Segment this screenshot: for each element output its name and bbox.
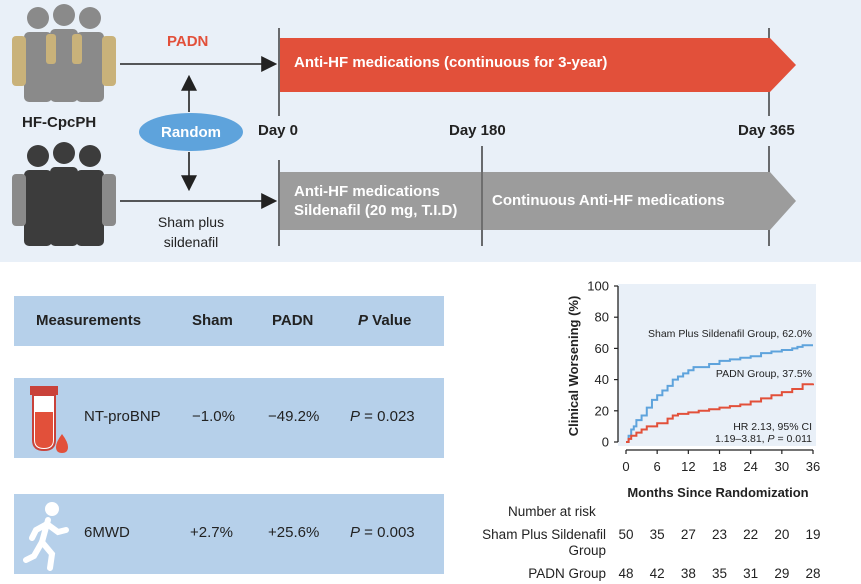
sham-treatment-arrow [280, 172, 796, 230]
sham-arm-label-line1: Sham plus [157, 214, 225, 230]
risk-value-padn: 28 [805, 566, 821, 581]
sham-phase1-line2: Sildenafil (20 mg, T.I.D) [294, 202, 458, 219]
risk-value-sham: 50 [618, 527, 634, 542]
x-tick-label: 30 [775, 459, 789, 474]
table-row-6mwd: 6MWD +2.7% +25.6% P = 0.003 [14, 494, 444, 574]
x-tick-label: 18 [712, 459, 726, 474]
header-p-italic: P [358, 312, 369, 329]
series-label-sham: Sham Plus Sildenafil Group, 62.0% [648, 328, 812, 340]
header-sham: Sham [192, 312, 233, 329]
row-p-number: = 0.003 [360, 524, 415, 541]
risk-value-sham: 22 [743, 527, 759, 542]
risk-table-title: Number at risk [508, 504, 596, 519]
y-tick-label: 40 [595, 372, 609, 387]
x-tick-label: 0 [622, 459, 629, 474]
population-label: HF-CpcPH [22, 114, 97, 131]
risk-value-sham: 35 [649, 527, 665, 542]
risk-value-padn: 42 [649, 566, 665, 581]
risk-value-sham: 19 [805, 527, 821, 542]
day-180-label: Day 180 [449, 122, 506, 139]
padn-treatment-arrow [280, 38, 796, 92]
hr-annotation-line2: 1.19–3.81, P = 0.011 [715, 433, 812, 445]
row-p-number: = 0.023 [360, 408, 415, 425]
sham-phase1-line1: Anti-HF medications [294, 183, 440, 200]
row-sham-value: −1.0% [192, 408, 235, 425]
sham-patient-group-icon [12, 142, 116, 246]
sham-arm-label: Sham plus sildenafil [148, 212, 234, 252]
header-measurements: Measurements [36, 312, 142, 329]
y-tick-label: 60 [595, 341, 609, 356]
risk-value-padn: 48 [618, 566, 634, 581]
sham-phase2-text: Continuous Anti-HF medications [492, 192, 725, 209]
sham-series-line [626, 344, 813, 443]
walking-person-icon [23, 502, 69, 571]
table-row-ntprobnp: NT-proBNP −1.0% −49.2% P = 0.023 [14, 378, 444, 458]
header-p-value: P Value [358, 312, 412, 329]
day-0-label: Day 0 [258, 122, 299, 139]
risk-row-label-sham-line2: Group [568, 543, 606, 558]
padn-series-line [626, 383, 814, 443]
y-tick-label: 80 [595, 310, 609, 325]
row-name: NT-proBNP [84, 408, 161, 425]
risk-value-padn: 31 [743, 566, 759, 581]
y-tick-label: 20 [595, 403, 609, 418]
randomization-ellipse: Random [139, 113, 243, 151]
kaplan-meier-chart: 0 20 40 60 80 100 0 6 12 18 24 30 36 Clinical Worse… [566, 279, 820, 501]
x-tick-label: 24 [743, 459, 757, 474]
row-padn-value: −49.2% [268, 408, 320, 425]
day-365-label: Day 365 [738, 122, 795, 139]
row-sham-value: +2.7% [190, 524, 233, 541]
risk-value-sham: 23 [711, 527, 728, 542]
x-tick-label: 12 [681, 459, 695, 474]
header-padn: PADN [272, 312, 314, 329]
series-label-padn: PADN Group, 37.5% [716, 368, 812, 380]
table-header-row: Measurements Sham PADN P Value [14, 296, 444, 346]
row-p-value: P = 0.023 [350, 408, 415, 425]
x-axis-label: Months Since Randomization [627, 485, 808, 500]
y-axis-label: Clinical Worsening (%) [566, 296, 581, 437]
padn-arm-label: PADN [167, 33, 209, 50]
padn-treatment-text: Anti-HF medications (continuous for 3-ye… [294, 54, 608, 71]
sham-arm-label-line2: sildenafil [163, 234, 219, 250]
risk-row-label-sham-line1: Sham Plus Sildenafil [482, 527, 606, 542]
row-name: 6MWD [84, 524, 130, 541]
study-design-panel: HF-CpcPH PADN Ran [0, 0, 861, 262]
risk-value-padn: 38 [680, 566, 696, 581]
sham-phase1-text: Anti-HF medications Sildenafil (20 mg, T… [294, 182, 457, 220]
x-tick-label: 6 [654, 459, 661, 474]
row-p-value: P = 0.003 [350, 524, 415, 541]
blood-tube-icon [30, 386, 68, 453]
risk-row-label-sham: Sham Plus Sildenafil Group [472, 527, 606, 559]
row-p-italic: P [350, 524, 361, 541]
x-tick-label: 36 [806, 459, 820, 474]
padn-patient-group-icon [12, 4, 116, 102]
risk-value-padn: 29 [774, 566, 790, 581]
row-padn-value: +25.6% [268, 524, 320, 541]
y-tick-label: 100 [587, 279, 609, 294]
hr-annotation-line1: HR 2.13, 95% CI [733, 421, 812, 433]
y-tick-label: 0 [602, 435, 609, 450]
risk-value-sham: 20 [774, 527, 790, 542]
risk-value-sham: 27 [680, 527, 696, 542]
risk-value-padn: 35 [711, 566, 728, 581]
risk-row-label-padn: PADN Group [528, 566, 606, 581]
row-p-italic: P [350, 408, 361, 425]
